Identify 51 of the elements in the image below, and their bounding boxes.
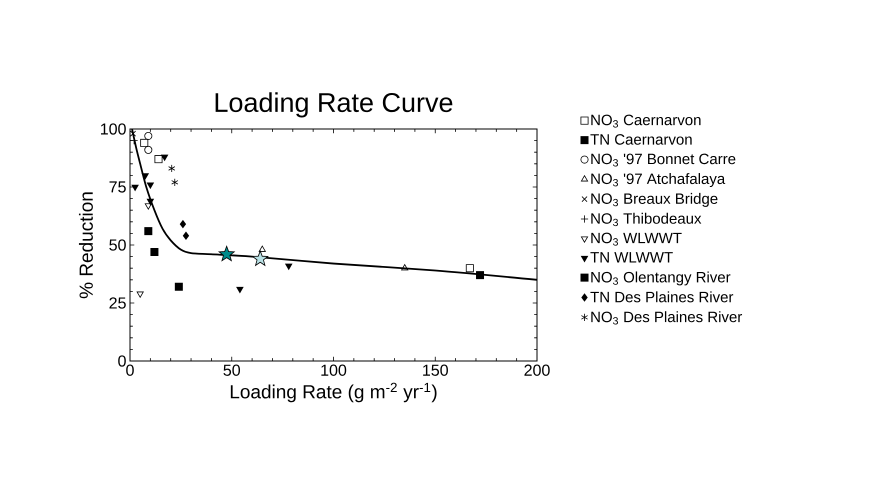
point [174,282,183,291]
legend-label: TN Caernarvon [590,134,692,145]
point [144,132,152,140]
point [130,130,136,137]
legend-label: NO$_{3}$ WLWWT [591,232,682,246]
legend-label: NO$_{3}$ '97 Atchafalaya [591,173,726,188]
point [168,164,176,172]
legend-label: NO$_{3}$ Olentangy River [591,271,730,286]
legend-label: NO$_{3}$ Breaux Bridge [591,192,718,207]
point [171,178,178,186]
point [258,246,266,252]
legend-label: NO$_{3}$ Thibodeaux [591,212,702,226]
point [285,264,292,270]
y-tick-label: 75 [109,181,126,193]
point [132,184,139,191]
x-tick-label: 200 [524,364,550,376]
point [144,203,152,210]
point [236,286,244,294]
chart-title: Loading Rate Curve [216,92,452,118]
point [161,154,168,161]
y-axis-title: % Reduction [78,192,93,298]
y-tick-label: 50 [109,239,126,251]
point [150,248,158,256]
legend-label: NO$_{3}$ '97 Bonnet Carre [591,154,736,167]
point [401,264,408,270]
point [154,155,162,164]
point [182,232,190,240]
x-tick-label: 50 [223,364,240,376]
x-tick-label: 150 [423,364,448,376]
point [466,264,474,272]
point [180,220,186,228]
x-tick-label: 0 [126,364,134,376]
point [140,138,148,147]
point [144,227,152,236]
point [252,250,268,266]
legend-label: TN WLWWT [590,252,673,262]
legend-label: TN Des Plaines River [590,291,734,302]
point [146,182,154,189]
point [144,146,152,154]
legend-label: NO$_{3}$ Des Plaines River [591,311,742,325]
y-tick-label: 25 [109,297,126,309]
legend-label: NO$_{3}$ Caernarvon [591,114,701,128]
point [476,271,484,280]
y-tick-label: 100 [100,123,126,135]
point [146,198,154,205]
point [218,246,235,262]
point [142,173,149,180]
x-axis-title: Loading Rate (g m$^{-2}$ yr$^{-1}$) [230,382,437,402]
y-tick-label: 0 [118,355,126,367]
x-tick-label: 100 [321,364,346,376]
point [136,292,144,298]
